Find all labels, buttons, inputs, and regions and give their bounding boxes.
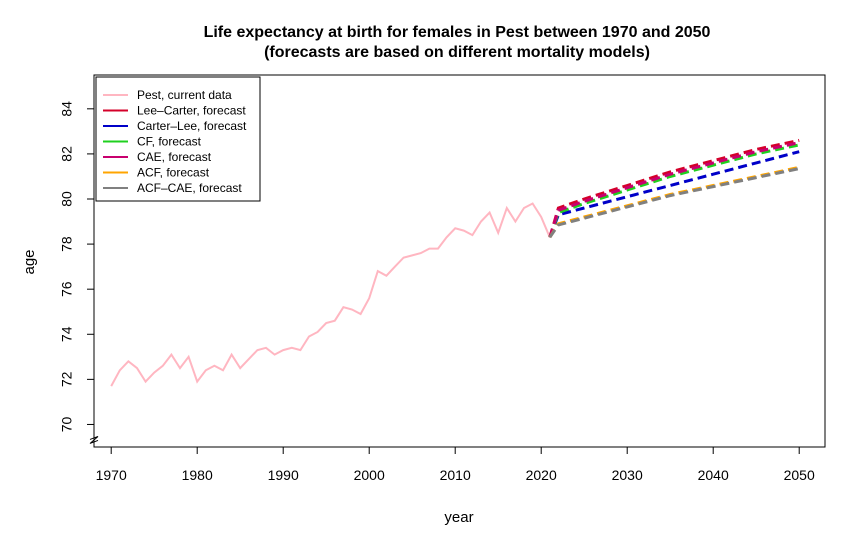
y-tick-label: 72: [59, 371, 75, 387]
axis-break-mark: [89, 435, 99, 444]
series-line-4: [548, 141, 800, 238]
x-tick-label: 1990: [268, 467, 299, 483]
x-axis: 1970 1980 1990 2000 2010 2020 2030 2040 2050: [96, 446, 815, 483]
x-tick-label: 2010: [440, 467, 471, 483]
y-tick-label: 74: [59, 326, 75, 342]
series-layer: [110, 138, 800, 387]
series-line-0: [110, 202, 551, 387]
y-axis: 70 72 74 76 78 80 82 84: [59, 101, 99, 444]
series-line-1: [548, 138, 800, 238]
x-axis-label: year: [444, 509, 473, 526]
y-axis-label: age: [21, 249, 38, 274]
legend: Pest, current data Lee–Carter, forecastCa…: [95, 76, 261, 202]
y-tick-label: 76: [59, 281, 75, 297]
x-tick-label: 1980: [182, 467, 213, 483]
y-tick-label: 80: [59, 191, 75, 207]
y-tick-label: 70: [59, 416, 75, 432]
y-tick-label: 78: [59, 236, 75, 252]
x-tick-label: 2020: [526, 467, 557, 483]
legend-label: ACF–CAE, forecast: [137, 181, 242, 195]
legend-box: [95, 76, 261, 202]
legend-label: CF, forecast: [137, 135, 202, 149]
legend-label: Carter–Lee, forecast: [137, 119, 247, 133]
x-tick-label: 2040: [698, 467, 729, 483]
series-line-3: [548, 143, 800, 238]
y-tick-label: 82: [59, 146, 75, 162]
chart-subtitle: (forecasts are based on different mortal…: [264, 44, 650, 61]
legend-label: CAE, forecast: [137, 150, 212, 164]
x-tick-label: 2050: [784, 467, 815, 483]
y-tick-label: 84: [59, 101, 75, 117]
x-tick-label: 1970: [96, 467, 127, 483]
x-tick-label: 2030: [612, 467, 643, 483]
legend-label: ACF, forecast: [137, 166, 210, 180]
x-tick-label: 2000: [354, 467, 385, 483]
legend-label: Lee–Carter, forecast: [137, 104, 246, 118]
series-line-2: [548, 150, 800, 238]
chart-title: Life expectancy at birth for females in …: [204, 24, 711, 41]
legend-label: Pest, current data: [137, 88, 232, 102]
series-line-6: [548, 167, 800, 239]
